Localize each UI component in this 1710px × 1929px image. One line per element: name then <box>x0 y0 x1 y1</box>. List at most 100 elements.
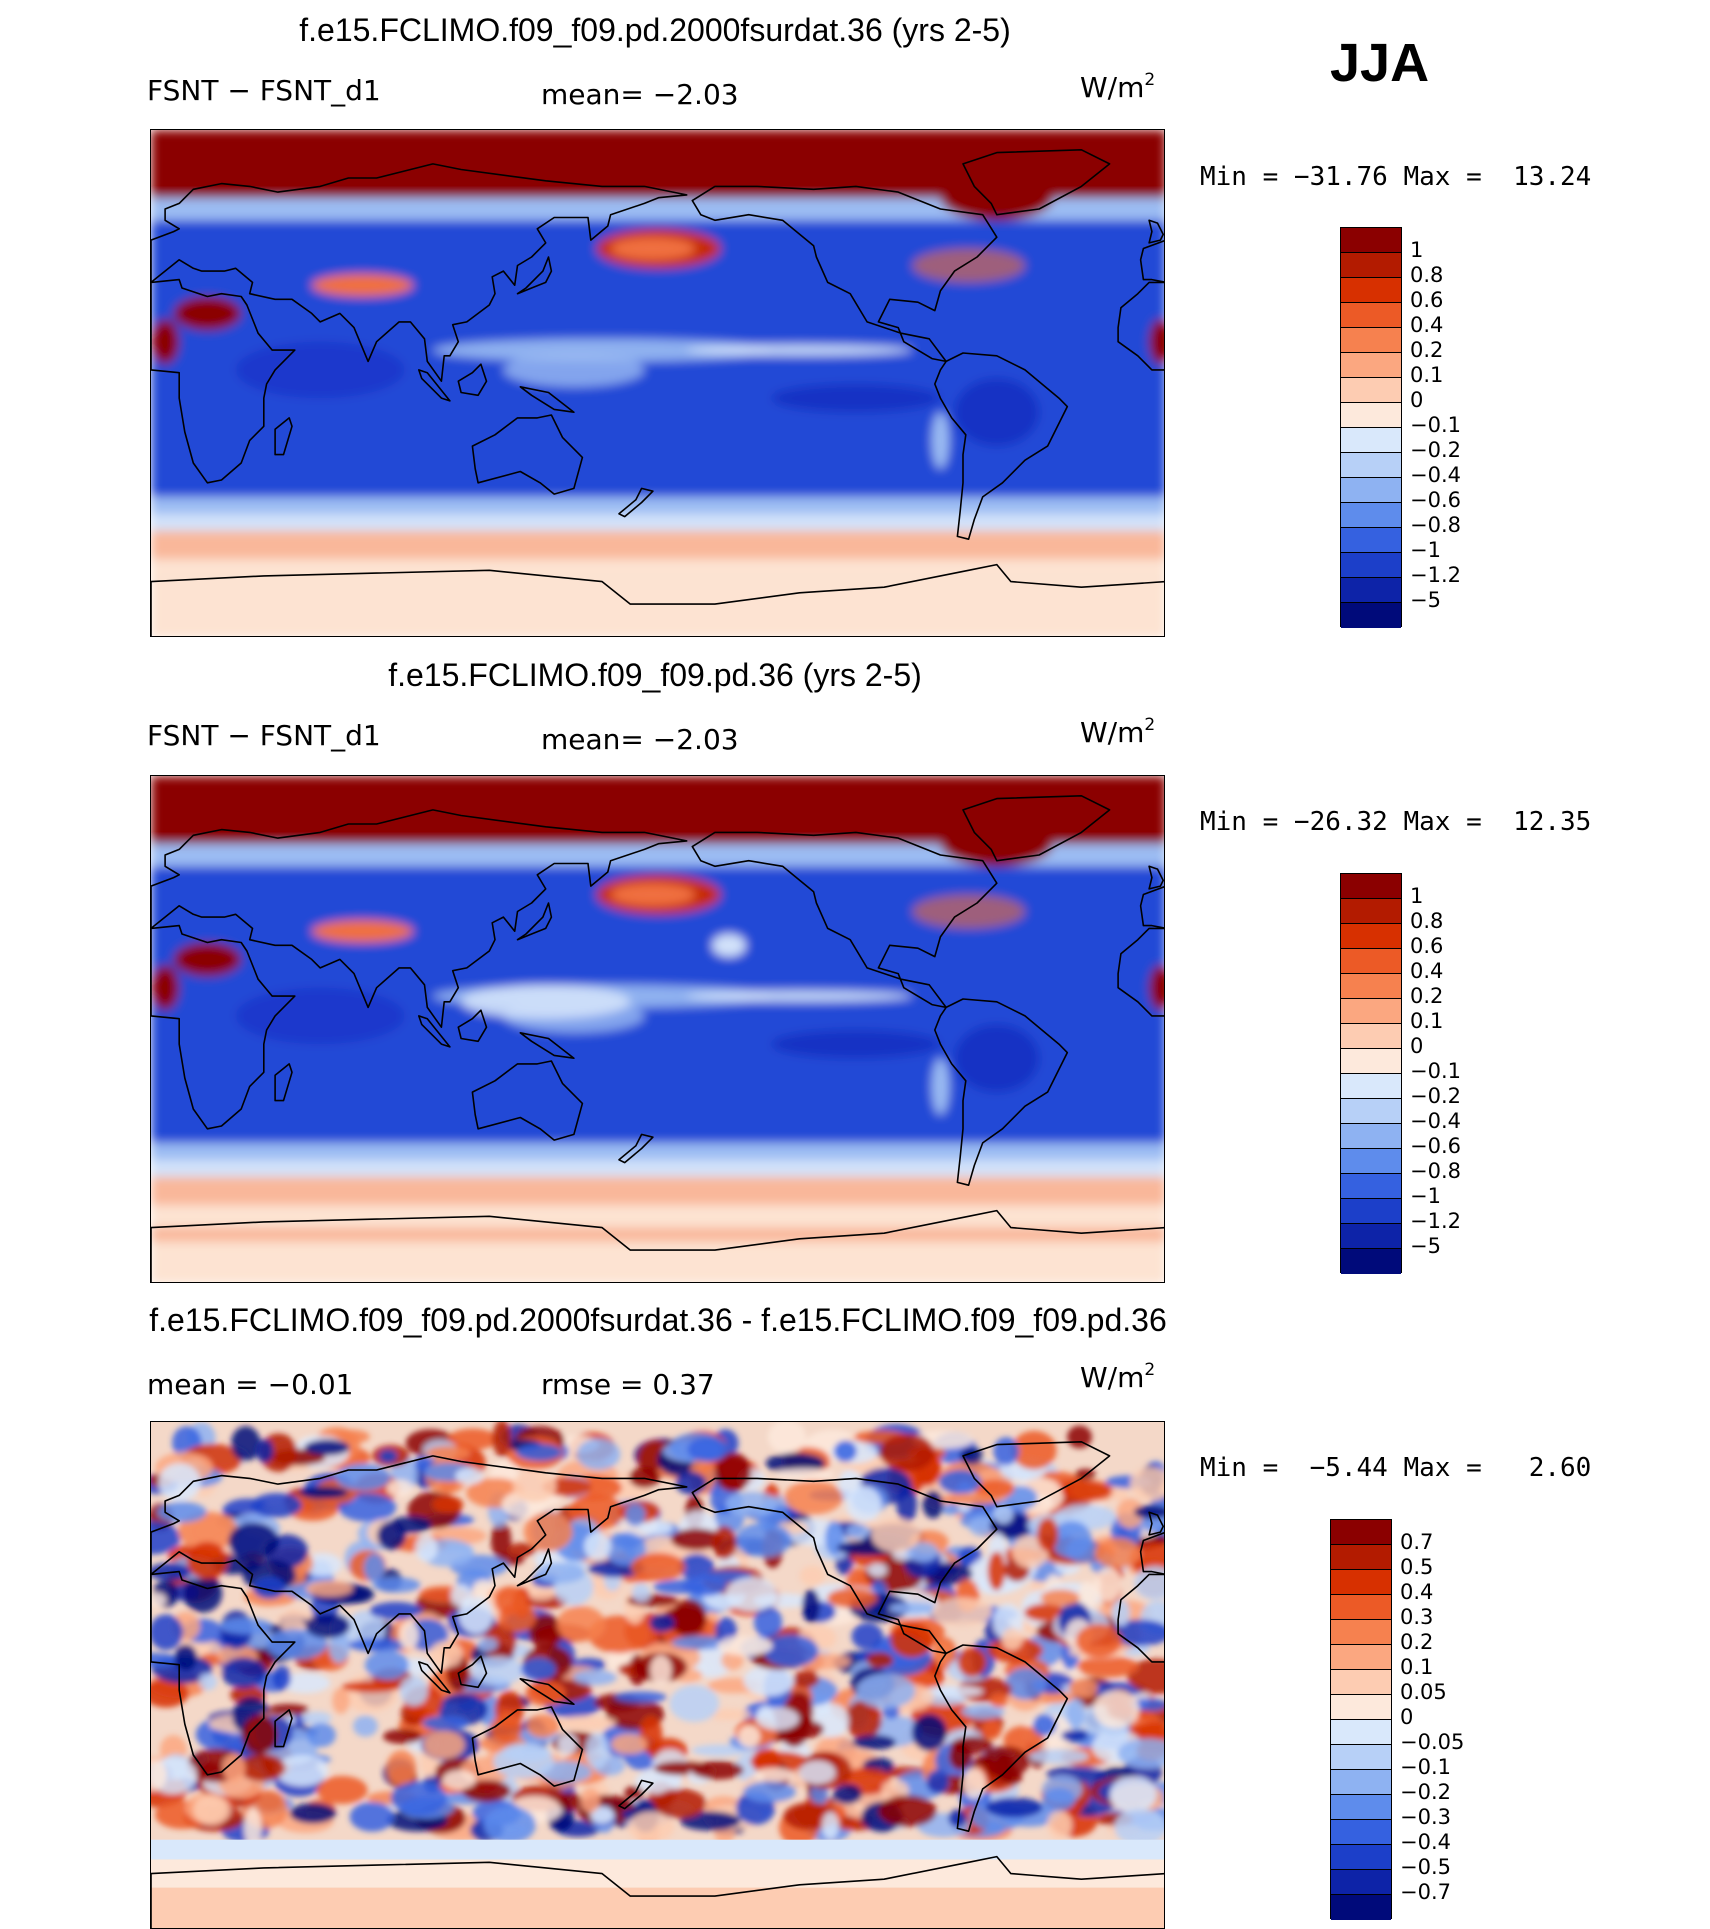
colorbar-swatch <box>1341 999 1401 1024</box>
colorbar-tick-label: 0 <box>1410 388 1424 412</box>
colorbar-tick-label: 0.1 <box>1400 1655 1434 1679</box>
panel-3-title: f.e15.FCLIMO.f09_f09.pd.2000fsurdat.36 -… <box>149 1302 1167 1338</box>
colorbar-tick-label: 0.4 <box>1410 959 1444 983</box>
colorbar-swatch <box>1331 1795 1391 1820</box>
colorbar-tick-label: −5 <box>1410 1234 1441 1258</box>
colorbar-tick-label: 0.7 <box>1400 1530 1434 1554</box>
panel-1-colorbar <box>1340 227 1402 628</box>
panel-2-title: f.e15.FCLIMO.f09_f09.pd.36 (yrs 2-5) <box>388 657 922 693</box>
colorbar-tick-label: −0.5 <box>1400 1855 1451 1879</box>
panel-3-map <box>150 1421 1165 1929</box>
colorbar-tick-label: −0.2 <box>1400 1780 1451 1804</box>
panel-2-min-max: Min = −26.32 Max = 12.35 <box>1200 807 1592 837</box>
colorbar-swatch <box>1341 353 1401 378</box>
colorbar-tick-label: 0.8 <box>1410 909 1444 933</box>
colorbar-swatch <box>1341 1074 1401 1099</box>
panel-1-title: f.e15.FCLIMO.f09_f09.pd.2000fsurdat.36 (… <box>299 12 1011 48</box>
colorbar-swatch <box>1331 1595 1391 1620</box>
panel-2-colorbar <box>1340 873 1402 1274</box>
colorbar-tick-label: −0.05 <box>1400 1730 1465 1754</box>
panel-3-units: W/m2 <box>1080 1360 1156 1394</box>
panel-1-min-max: Min = −31.76 Max = 13.24 <box>1200 162 1592 192</box>
colorbar-swatch <box>1331 1570 1391 1595</box>
season-label: JJA <box>1330 33 1430 93</box>
panel-1-mean-label: mean= −2.03 <box>541 78 739 111</box>
colorbar-swatch <box>1341 974 1401 999</box>
colorbar-tick-label: 0.2 <box>1400 1630 1434 1654</box>
colorbar-swatch <box>1341 1149 1401 1174</box>
colorbar-swatch <box>1341 603 1401 628</box>
colorbar-swatch <box>1341 1124 1401 1149</box>
panel-2-units: W/m2 <box>1080 715 1156 749</box>
panel-1-map <box>150 129 1165 637</box>
colorbar-tick-label: −0.8 <box>1410 1159 1461 1183</box>
colorbar-swatch <box>1341 228 1401 253</box>
panel-2-map <box>150 775 1165 1283</box>
colorbar-tick-label: −1.2 <box>1410 1209 1461 1233</box>
colorbar-tick-label: −0.1 <box>1400 1755 1451 1779</box>
colorbar-swatch <box>1341 578 1401 603</box>
colorbar-swatch <box>1331 1545 1391 1570</box>
colorbar-swatch <box>1341 303 1401 328</box>
colorbar-tick-label: 0 <box>1400 1705 1414 1729</box>
colorbar-tick-label: −0.4 <box>1410 1109 1461 1133</box>
coastlines <box>151 1441 1164 1928</box>
colorbar-swatch <box>1341 553 1401 578</box>
colorbar-swatch <box>1341 378 1401 403</box>
colorbar-tick-label: −0.6 <box>1410 488 1461 512</box>
colorbar-swatch <box>1331 1670 1391 1695</box>
colorbar-swatch <box>1331 1520 1391 1545</box>
colorbar-swatch <box>1331 1745 1391 1770</box>
colorbar-tick-label: −0.1 <box>1410 1059 1461 1083</box>
colorbar-tick-label: −0.1 <box>1410 413 1461 437</box>
colorbar-tick-label: 1 <box>1410 238 1424 262</box>
colorbar-tick-label: 0.5 <box>1400 1555 1434 1579</box>
colorbar-swatch <box>1331 1695 1391 1720</box>
colorbar-swatch <box>1341 1174 1401 1199</box>
colorbar-tick-label: −0.4 <box>1400 1830 1451 1854</box>
colorbar-swatch <box>1341 1024 1401 1049</box>
colorbar-swatch <box>1331 1620 1391 1645</box>
panel-3-mean-label: mean = −0.01 <box>147 1368 354 1401</box>
colorbar-tick-label: −5 <box>1410 588 1441 612</box>
colorbar-tick-label: −0.8 <box>1410 513 1461 537</box>
colorbar-tick-label: −0.6 <box>1410 1134 1461 1158</box>
panel-3-colorbar <box>1330 1519 1392 1920</box>
colorbar-swatch <box>1341 874 1401 899</box>
colorbar-swatch <box>1331 1895 1391 1920</box>
panel-1-units: W/m2 <box>1080 70 1156 104</box>
colorbar-swatch <box>1331 1820 1391 1845</box>
colorbar-swatch <box>1331 1645 1391 1670</box>
colorbar-swatch <box>1341 253 1401 278</box>
panel-3-rmse-label: rmse = 0.37 <box>541 1368 715 1401</box>
colorbar-swatch <box>1341 949 1401 974</box>
colorbar-tick-label: 0.6 <box>1410 288 1444 312</box>
colorbar-tick-label: 0.4 <box>1400 1580 1434 1604</box>
colorbar-swatch <box>1341 899 1401 924</box>
colorbar-tick-label: −0.3 <box>1400 1805 1451 1829</box>
colorbar-tick-label: −1 <box>1410 538 1441 562</box>
colorbar-swatch <box>1341 1224 1401 1249</box>
coastlines <box>151 149 1164 636</box>
colorbar-swatch <box>1331 1845 1391 1870</box>
colorbar-tick-label: 0.05 <box>1400 1680 1447 1704</box>
colorbar-swatch <box>1341 1099 1401 1124</box>
colorbar-tick-label: 0.1 <box>1410 1009 1444 1033</box>
panel-2-mean-label: mean= −2.03 <box>541 723 739 756</box>
colorbar-tick-label: 0.8 <box>1410 263 1444 287</box>
colorbar-swatch <box>1341 503 1401 528</box>
colorbar-tick-label: −0.2 <box>1410 438 1461 462</box>
colorbar-tick-label: 0.1 <box>1410 363 1444 387</box>
panel-1-field-label: FSNT − FSNT_d1 <box>147 74 381 107</box>
colorbar-swatch <box>1341 924 1401 949</box>
colorbar-swatch <box>1331 1870 1391 1895</box>
colorbar-tick-label: −1 <box>1410 1184 1441 1208</box>
colorbar-tick-label: −0.4 <box>1410 463 1461 487</box>
colorbar-tick-label: 0 <box>1410 1034 1424 1058</box>
colorbar-swatch <box>1341 403 1401 428</box>
colorbar-tick-label: 0.2 <box>1410 984 1444 1008</box>
colorbar-swatch <box>1341 453 1401 478</box>
colorbar-tick-label: −0.2 <box>1410 1084 1461 1108</box>
colorbar-tick-label: −1.2 <box>1410 563 1461 587</box>
colorbar-tick-label: 0.6 <box>1410 934 1444 958</box>
